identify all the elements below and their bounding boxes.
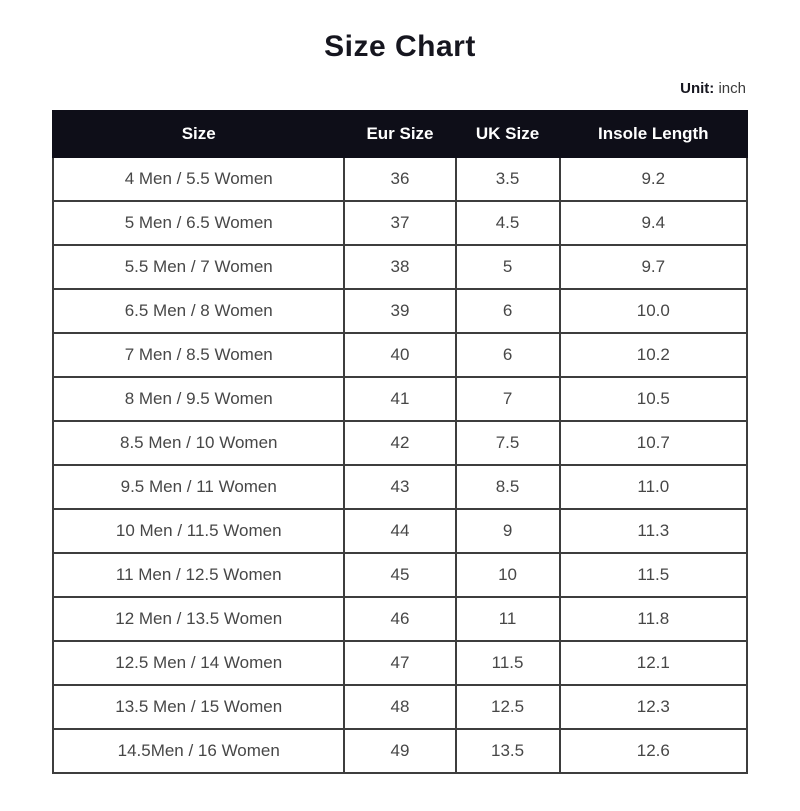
uk-size-cell: 11	[454, 596, 561, 642]
insole-length-cell: 9.4	[558, 200, 749, 246]
uk-size-cell: 11.5	[454, 640, 561, 686]
eur-size-cell: 46	[343, 596, 457, 642]
size-cell: 13.5 Men / 15 Women	[51, 684, 346, 730]
insole-length-cell: 10.0	[558, 288, 749, 334]
page-title: Size Chart	[324, 30, 476, 63]
uk-size-cell: 10	[454, 552, 561, 598]
insole-length-cell: 11.8	[558, 596, 749, 642]
size-cell: 12 Men / 13.5 Women	[51, 596, 346, 642]
uk-size-cell: 9	[454, 508, 561, 554]
uk-size-cell: 7	[454, 376, 561, 422]
uk-size-cell: 4.5	[454, 200, 561, 246]
uk-size-cell: 7.5	[454, 420, 561, 466]
table-row: 14.5Men / 16 Women 49 13.5 12.6	[51, 728, 749, 774]
size-chart-table: Size Eur Size UK Size Insole Length 4 Me…	[51, 110, 749, 774]
eur-size-cell: 39	[343, 288, 457, 334]
size-cell: 5.5 Men / 7 Women	[51, 244, 346, 290]
unit-value: inch	[718, 80, 746, 97]
size-cell: 14.5Men / 16 Women	[51, 728, 346, 774]
uk-size-cell: 6	[454, 288, 561, 334]
table-row: 5.5 Men / 7 Women 38 5 9.7	[51, 244, 749, 290]
uk-size-cell: 6	[454, 332, 561, 378]
insole-length-cell: 11.5	[558, 552, 749, 598]
uk-size-cell: 13.5	[454, 728, 561, 774]
insole-length-cell: 11.0	[558, 464, 749, 510]
column-header-insole-length: Insole Length	[558, 110, 749, 158]
uk-size-cell: 5	[454, 244, 561, 290]
eur-size-cell: 47	[343, 640, 457, 686]
size-cell: 9.5 Men / 11 Women	[51, 464, 346, 510]
size-cell: 12.5 Men / 14 Women	[51, 640, 346, 686]
column-header-uk-size: UK Size	[454, 110, 561, 158]
uk-size-cell: 8.5	[454, 464, 561, 510]
eur-size-cell: 48	[343, 684, 457, 730]
table-body: 4 Men / 5.5 Women 36 3.5 9.2 5 Men / 6.5 Wom…	[51, 156, 749, 774]
column-header-size: Size	[51, 110, 346, 158]
uk-size-cell: 3.5	[454, 156, 561, 202]
insole-length-cell: 10.7	[558, 420, 749, 466]
table-row: 8.5 Men / 10 Women 42 7.5 10.7	[51, 420, 749, 466]
size-cell: 6.5 Men / 8 Women	[51, 288, 346, 334]
eur-size-cell: 42	[343, 420, 457, 466]
table-row: 13.5 Men / 15 Women 48 12.5 12.3	[51, 684, 749, 730]
table-row: 7 Men / 8.5 Women 40 6 10.2	[51, 332, 749, 378]
table-row: 10 Men / 11.5 Women 44 9 11.3	[51, 508, 749, 554]
size-cell: 10 Men / 11.5 Women	[51, 508, 346, 554]
eur-size-cell: 45	[343, 552, 457, 598]
eur-size-cell: 41	[343, 376, 457, 422]
table-row: 12.5 Men / 14 Women 47 11.5 12.1	[51, 640, 749, 686]
insole-length-cell: 10.5	[558, 376, 749, 422]
table-row: 11 Men / 12.5 Women 45 10 11.5	[51, 552, 749, 598]
size-cell: 8.5 Men / 10 Women	[51, 420, 346, 466]
size-chart-page: Size Chart Unit: inch Size Eur Size UK S…	[51, 30, 749, 774]
insole-length-cell: 11.3	[558, 508, 749, 554]
size-cell: 11 Men / 12.5 Women	[51, 552, 346, 598]
table-header-row: Size Eur Size UK Size Insole Length	[51, 110, 749, 158]
column-header-eur-size: Eur Size	[343, 110, 457, 158]
insole-length-cell: 10.2	[558, 332, 749, 378]
insole-length-cell: 9.7	[558, 244, 749, 290]
table-row: 8 Men / 9.5 Women 41 7 10.5	[51, 376, 749, 422]
size-cell: 7 Men / 8.5 Women	[51, 332, 346, 378]
size-cell: 5 Men / 6.5 Women	[51, 200, 346, 246]
table-row: 4 Men / 5.5 Women 36 3.5 9.2	[51, 156, 749, 202]
eur-size-cell: 36	[343, 156, 457, 202]
table-row: 12 Men / 13.5 Women 46 11 11.8	[51, 596, 749, 642]
unit-label: Unit:	[680, 80, 715, 97]
table-row: 9.5 Men / 11 Women 43 8.5 11.0	[51, 464, 749, 510]
insole-length-cell: 9.2	[558, 156, 749, 202]
eur-size-cell: 37	[343, 200, 457, 246]
size-cell: 8 Men / 9.5 Women	[51, 376, 346, 422]
insole-length-cell: 12.3	[558, 684, 749, 730]
insole-length-cell: 12.1	[558, 640, 749, 686]
table-row: 6.5 Men / 8 Women 39 6 10.0	[51, 288, 749, 334]
unit-line: Unit: inch	[52, 80, 748, 97]
size-cell: 4 Men / 5.5 Women	[51, 156, 346, 202]
eur-size-cell: 43	[343, 464, 457, 510]
eur-size-cell: 40	[343, 332, 457, 378]
eur-size-cell: 44	[343, 508, 457, 554]
eur-size-cell: 38	[343, 244, 457, 290]
uk-size-cell: 12.5	[454, 684, 561, 730]
eur-size-cell: 49	[343, 728, 457, 774]
insole-length-cell: 12.6	[558, 728, 749, 774]
table-row: 5 Men / 6.5 Women 37 4.5 9.4	[51, 200, 749, 246]
